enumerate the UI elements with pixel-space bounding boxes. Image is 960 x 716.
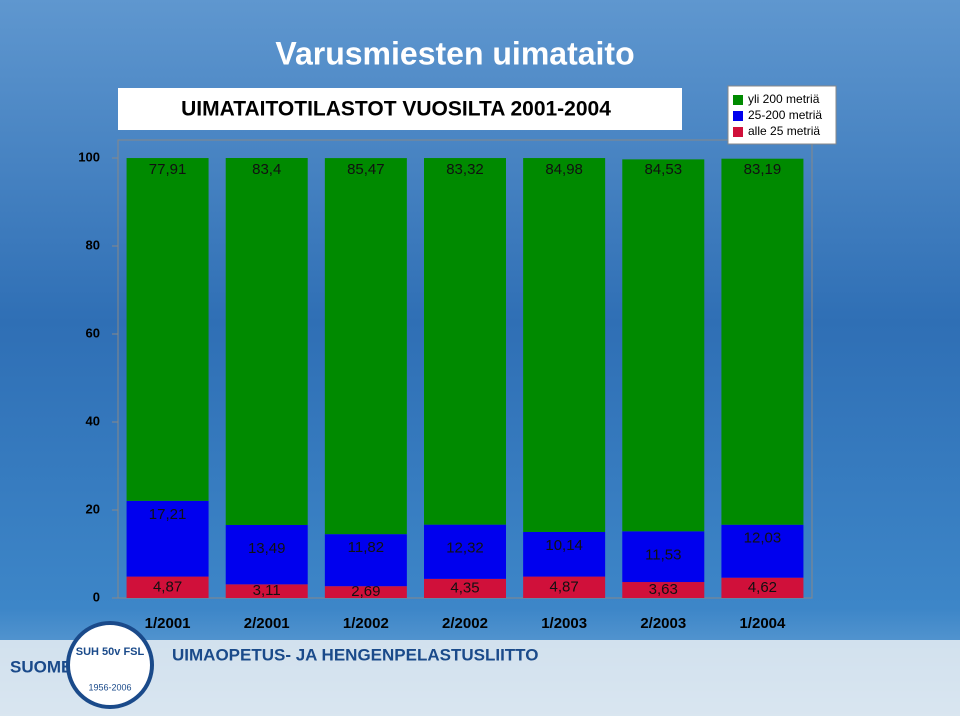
legend (727, 85, 837, 145)
bar-segment (225, 158, 308, 525)
value-label: 4,87 (550, 578, 579, 595)
bar-segment (523, 158, 606, 532)
chart-title: Varusmiesten uimataito (275, 35, 634, 71)
y-tick-label: 100 (78, 149, 100, 164)
value-label: 11,82 (348, 539, 384, 556)
value-label: 83,4 (252, 161, 281, 178)
bar-segment (721, 577, 804, 598)
value-label: 4,62 (748, 579, 777, 596)
y-tick-label: 20 (86, 501, 100, 516)
legend-swatch (733, 127, 743, 137)
bar-segment (523, 576, 606, 598)
value-label: 85,47 (347, 161, 385, 178)
x-tick-label: 2/2003 (640, 615, 686, 632)
value-label: 4,35 (450, 579, 479, 596)
y-tick-label: 80 (86, 237, 100, 252)
legend-swatch (733, 111, 743, 121)
logo-text: SUH 50v FSL (76, 646, 145, 658)
bar-segment (721, 158, 804, 525)
logo (66, 621, 154, 709)
footer-organization: UIMAOPETUS- JA HENGENPELASTUSLIITTO (172, 645, 538, 664)
legend-label: alle 25 metriä (748, 124, 820, 138)
value-label: 84,53 (645, 161, 683, 178)
x-tick-label: 2/2002 (442, 615, 488, 632)
value-label: 3,63 (649, 581, 678, 598)
value-label: 13,49 (248, 540, 286, 557)
legend-swatch (733, 95, 743, 105)
y-tick-label: 60 (86, 325, 100, 340)
value-label: 12,32 (446, 540, 484, 557)
x-tick-label: 1/2003 (541, 615, 587, 632)
value-label: 12,03 (744, 530, 782, 547)
value-label: 3,11 (253, 582, 281, 599)
bar-segment (225, 524, 308, 585)
y-tick-label: 40 (86, 413, 100, 428)
bar-segment (126, 500, 209, 577)
value-label: 77,91 (149, 161, 187, 178)
bar-segment (622, 582, 705, 598)
value-label: 83,19 (744, 161, 782, 178)
x-tick-label: 1/2002 (343, 615, 389, 632)
value-label: 84,98 (545, 161, 583, 178)
value-label: 10,14 (545, 537, 583, 554)
bar-segment (424, 578, 506, 598)
bar-segment (721, 524, 804, 578)
bar-segment (424, 524, 506, 579)
footer-country: SUOMEN (10, 657, 85, 676)
bar-segment (424, 158, 506, 525)
value-label: 11,53 (645, 546, 681, 563)
value-label: 17,21 (149, 506, 187, 523)
value-label: 2,69 (351, 583, 380, 600)
x-tick-label: 2/2001 (244, 615, 290, 632)
bar-segment (324, 158, 407, 535)
logo-years: 1956-2006 (88, 682, 131, 692)
bar-segment (225, 584, 308, 598)
y-tick-label: 0 (93, 589, 100, 604)
value-label: 4,87 (153, 578, 182, 595)
legend-label: 25-200 metriä (748, 108, 822, 122)
x-tick-label: 1/2004 (739, 615, 786, 632)
bar-segment (622, 531, 705, 583)
value-label: 83,32 (446, 161, 484, 178)
bar-segment (126, 158, 209, 501)
bar-segment (324, 534, 407, 587)
bar-segment (126, 576, 209, 598)
footer-band (0, 640, 960, 716)
bar-segment (622, 159, 705, 532)
chart-subtitle: UIMATAITOTILASTOT VUOSILTA 2001-2004 (181, 98, 611, 121)
bar-segment (324, 586, 407, 598)
x-tick-label: 1/2001 (145, 615, 191, 632)
bar-segment (523, 531, 606, 577)
subtitle-box (118, 88, 682, 130)
legend-label: yli 200 metriä (748, 92, 820, 106)
